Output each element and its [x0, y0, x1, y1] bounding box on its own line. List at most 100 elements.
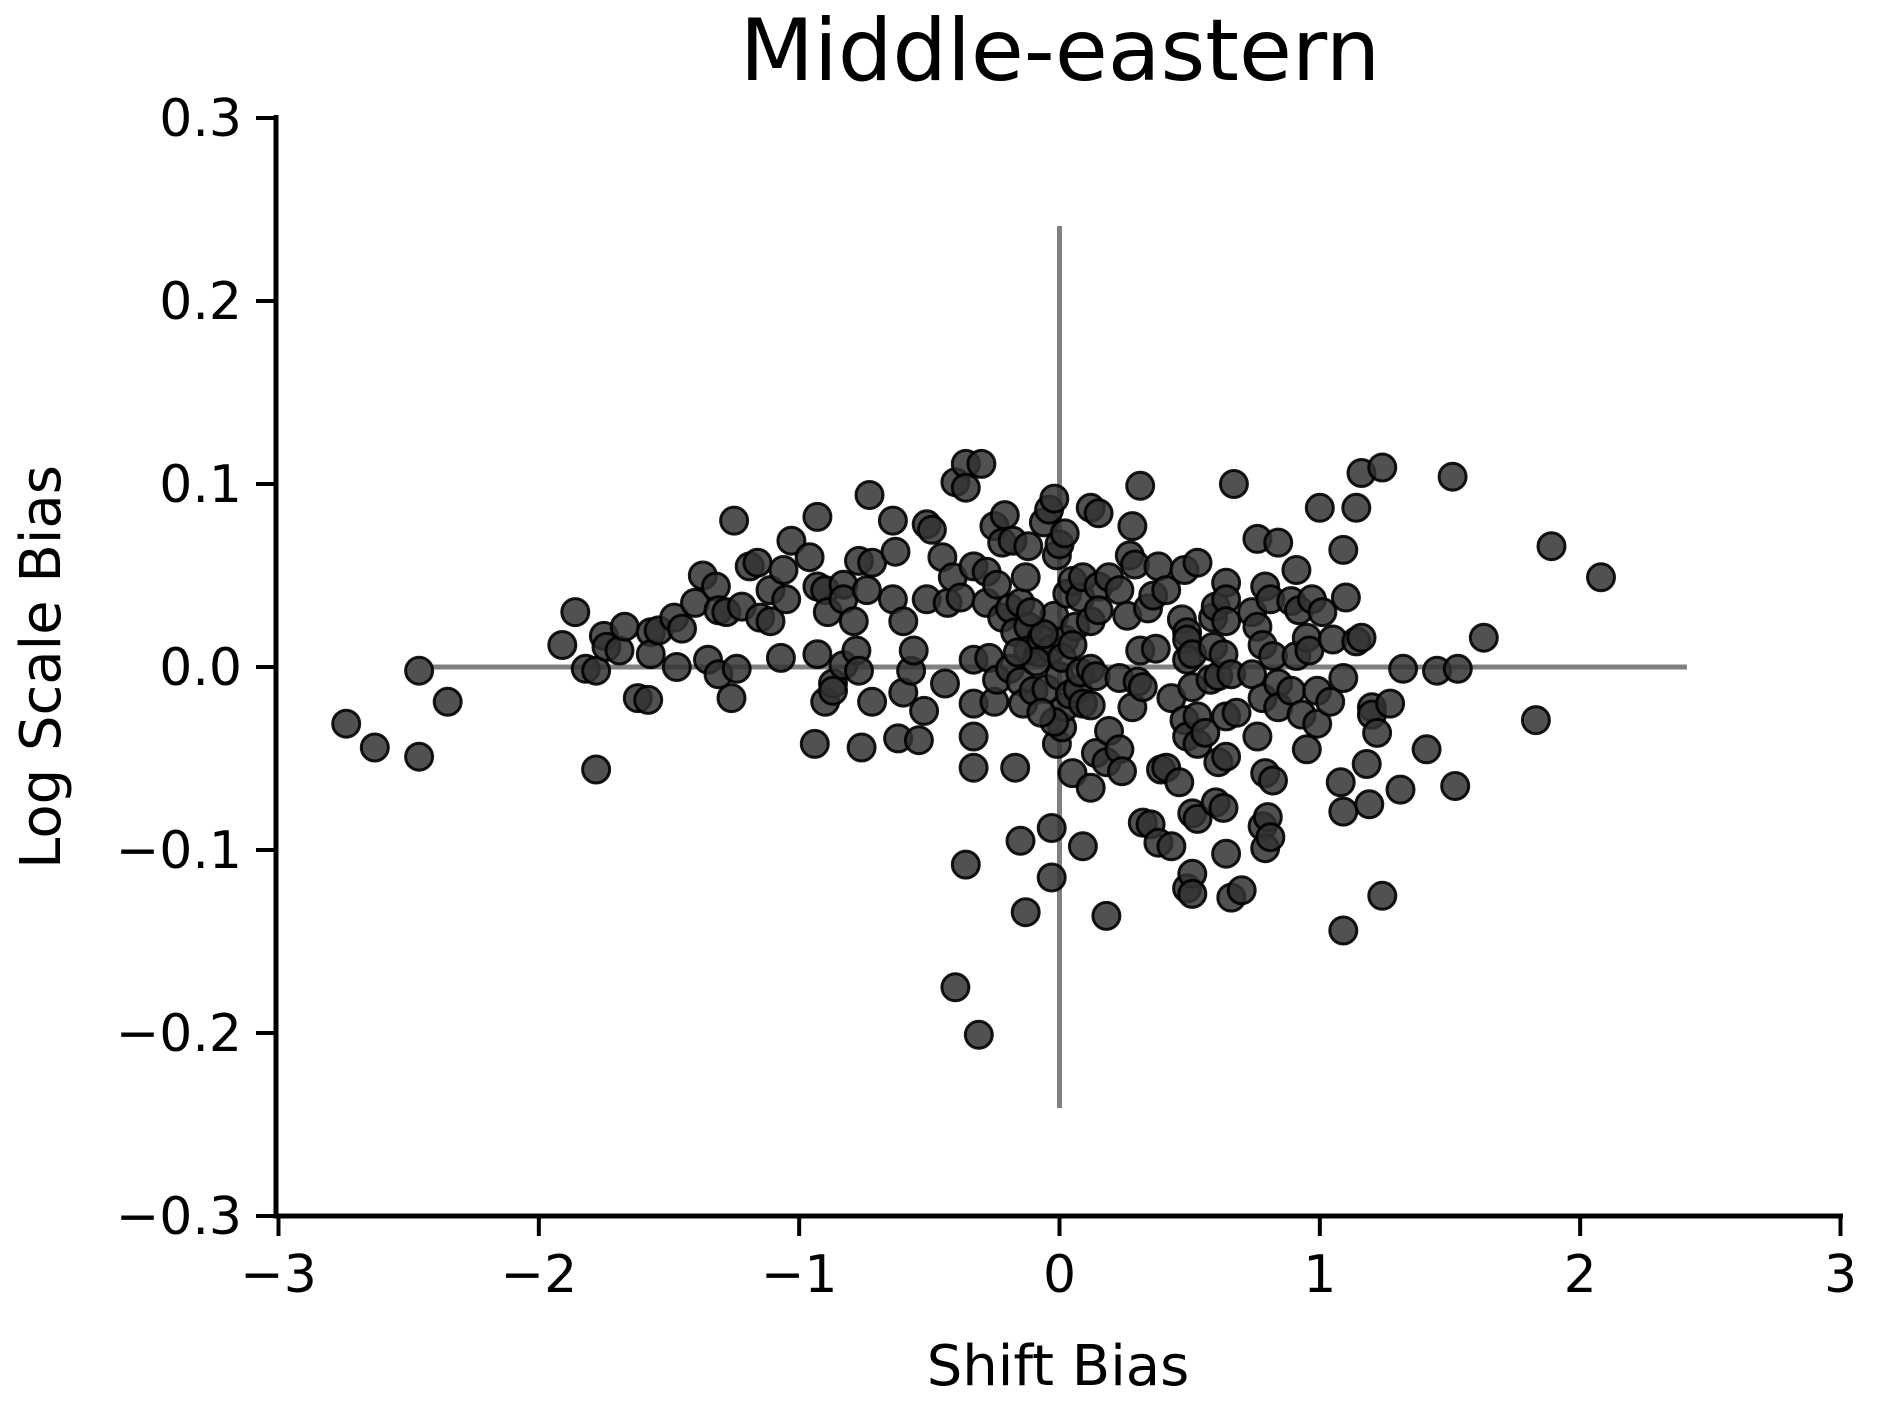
x-axis-ticks: −3 −2 −1 0 1 2 3 — [240, 1216, 1857, 1305]
scatter-point — [1127, 672, 1158, 703]
scatter-point — [1211, 838, 1242, 869]
scatter-point — [1328, 663, 1359, 693]
scatter-point — [1367, 452, 1398, 483]
scatter-point — [903, 725, 934, 756]
scatter-point — [1083, 595, 1114, 626]
scatter-point — [950, 472, 981, 503]
scatter-point — [1218, 469, 1249, 499]
scatter-point — [1315, 686, 1346, 717]
scatter-point — [1067, 831, 1098, 862]
scatter-point — [1341, 492, 1372, 523]
scatter-point — [1177, 878, 1208, 909]
scatter-point — [838, 606, 869, 637]
scatter-point — [1258, 765, 1288, 796]
scatter-point — [909, 695, 940, 726]
scatter-point — [1411, 734, 1442, 765]
scatter-point — [1307, 597, 1338, 628]
x-tick-label: −2 — [501, 1245, 578, 1305]
scatter-point — [560, 597, 591, 628]
scatter-point — [1536, 531, 1567, 562]
scatter-point — [667, 613, 697, 644]
scatter-point — [1281, 555, 1312, 585]
scatter-point — [1367, 880, 1398, 911]
scatter-point — [963, 1019, 994, 1050]
scatter-point — [1354, 789, 1385, 820]
scatter-point — [776, 525, 807, 556]
scatter-point — [359, 732, 390, 763]
scatter-point — [1263, 527, 1294, 558]
scatter-point — [1036, 813, 1067, 843]
scatter-point — [1388, 653, 1419, 684]
scatter-point — [1375, 688, 1406, 719]
scatter-point — [1000, 752, 1031, 783]
scatter-point — [755, 606, 786, 637]
scatter-point — [1026, 697, 1057, 728]
scatter-point — [1437, 461, 1468, 492]
scatter-point — [1010, 897, 1041, 928]
scatter-point — [851, 575, 882, 606]
scatter-point — [818, 675, 848, 706]
x-tick-label: 2 — [1564, 1245, 1597, 1305]
x-tick-label: −3 — [240, 1245, 317, 1305]
scatter-point — [844, 655, 874, 686]
y-tick-label: 0.2 — [159, 272, 242, 332]
scatter-point — [802, 639, 833, 670]
scatter-point — [547, 630, 578, 660]
scatter-point — [1005, 825, 1036, 856]
scatter-point — [877, 505, 908, 536]
scatter-point — [1211, 606, 1242, 637]
scatter-point — [1190, 717, 1221, 748]
scatter-point — [719, 505, 750, 536]
scatter-point — [765, 642, 796, 673]
x-tick-label: 0 — [1043, 1245, 1076, 1305]
scatter-point — [1182, 803, 1213, 834]
y-axis-label: Log Scale Bias — [9, 465, 74, 869]
scatter-point — [1362, 717, 1393, 748]
scatter-point — [1211, 741, 1242, 772]
scatter-point — [888, 606, 919, 637]
scatter-point — [1242, 721, 1273, 752]
y-tick-label: 0.0 — [159, 638, 242, 698]
scatter-point — [958, 721, 989, 752]
x-tick-label: 1 — [1303, 1245, 1336, 1305]
scatter-point — [432, 686, 463, 717]
y-tick-label: −0.2 — [116, 1004, 242, 1064]
scatter-point — [1091, 900, 1122, 931]
scatter-point — [854, 480, 885, 510]
scatter-point — [958, 752, 989, 783]
scatter-point — [404, 741, 435, 772]
scatter-point — [1221, 697, 1252, 728]
scatter-point — [1346, 622, 1377, 653]
scatter-point — [721, 653, 752, 684]
scatter-point — [802, 501, 833, 532]
scatter-point — [661, 652, 692, 682]
x-tick-label: 3 — [1824, 1245, 1857, 1305]
scatter-point — [880, 536, 911, 567]
scatter-point — [1104, 575, 1135, 606]
scatter-point — [1182, 547, 1213, 578]
scatter-point — [768, 555, 799, 585]
x-tick-label: −1 — [761, 1245, 838, 1305]
scatter-point — [898, 635, 929, 666]
scatter-point — [1330, 582, 1361, 613]
scatter-point — [1117, 511, 1148, 542]
scatter-point — [930, 668, 960, 699]
scatter-point — [1156, 831, 1187, 862]
scatter-point — [1015, 597, 1046, 628]
scatter-point — [1520, 705, 1551, 736]
chart-title: Middle-eastern — [740, 1, 1381, 101]
scatter-point — [1351, 749, 1382, 779]
scatter-point — [989, 500, 1020, 531]
scatter-point — [1226, 875, 1257, 906]
scatter-point — [1140, 633, 1171, 664]
scatter-point — [1002, 637, 1033, 668]
scatter-point — [982, 569, 1012, 600]
scatter-point — [1468, 622, 1499, 653]
scatter-point — [1164, 767, 1195, 798]
scatter-point — [1028, 619, 1059, 650]
scatter-point — [609, 611, 640, 642]
scatter-point — [1586, 562, 1616, 593]
scatter-point — [1057, 630, 1088, 660]
